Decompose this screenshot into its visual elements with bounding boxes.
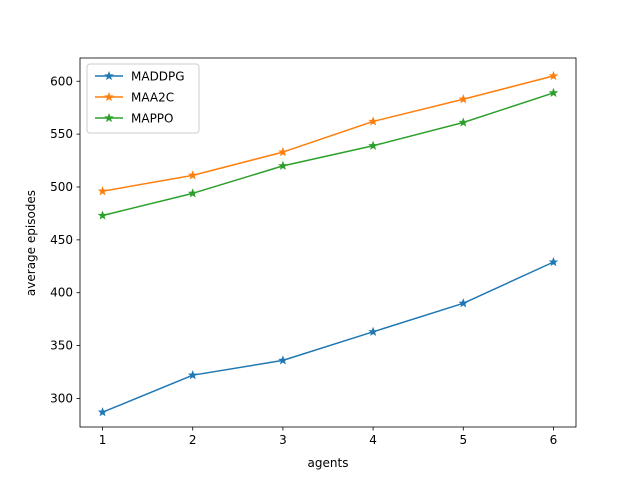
legend-label-mappo: MAPPO [131,112,173,126]
y-tick-label: 550 [50,127,73,141]
y-tick-label: 300 [50,391,73,405]
x-tick-label: 4 [369,433,377,447]
y-tick-label: 450 [50,233,73,247]
data-point-maddpg [187,370,198,380]
legend-box [86,63,200,134]
y-tick-label: 500 [50,180,73,194]
legend-marker-maa2c [104,91,114,102]
y-tick-label: 400 [50,286,73,300]
legend-label-maa2c: MAA2C [131,91,174,105]
data-point-mappo [97,210,108,220]
legend-label-maddpg: MADDPG [131,70,185,84]
data-point-maa2c [278,147,288,157]
y-tick-label: 600 [50,74,73,88]
data-point-maddpg [278,355,288,365]
series-line-maa2c [101,75,555,193]
y-axis-label: average episodes [24,190,38,296]
axes: 1 2 3 4 5 6 300 350 400 450 500 550 600 [50,57,577,447]
data-point-maa2c [368,116,378,126]
data-point-mappo [458,117,469,127]
data-point-maddpg [97,407,108,417]
axes-frame [79,57,577,428]
y-tick-label: 350 [50,339,73,353]
data-point-maa2c [97,186,108,196]
data-point-mappo [278,160,288,170]
series-line-mappo [101,91,555,217]
data-point-maa2c [458,94,469,104]
x-tick-label: 3 [279,433,287,447]
x-tick-label: 1 [99,433,107,447]
data-point-maddpg [548,257,559,267]
x-tick-label: 2 [189,433,197,447]
legend-marker-maddpg [104,70,114,81]
data-point-maa2c [548,70,559,81]
data-point-mappo [368,140,378,150]
x-axis-label: agents [308,456,349,470]
data-point-maa2c [187,170,198,180]
plot-area [97,70,559,417]
data-point-maddpg [368,326,378,336]
data-point-mappo [548,87,559,97]
series-line-maddpg [101,261,555,414]
data-point-maddpg [458,298,469,308]
data-point-mappo [187,188,198,198]
x-tick-label: 6 [550,433,558,447]
legend-marker-mappo [104,112,114,123]
legend: MADDPG MAA2C MAPPO [86,63,200,134]
x-tick-label: 5 [459,433,467,447]
